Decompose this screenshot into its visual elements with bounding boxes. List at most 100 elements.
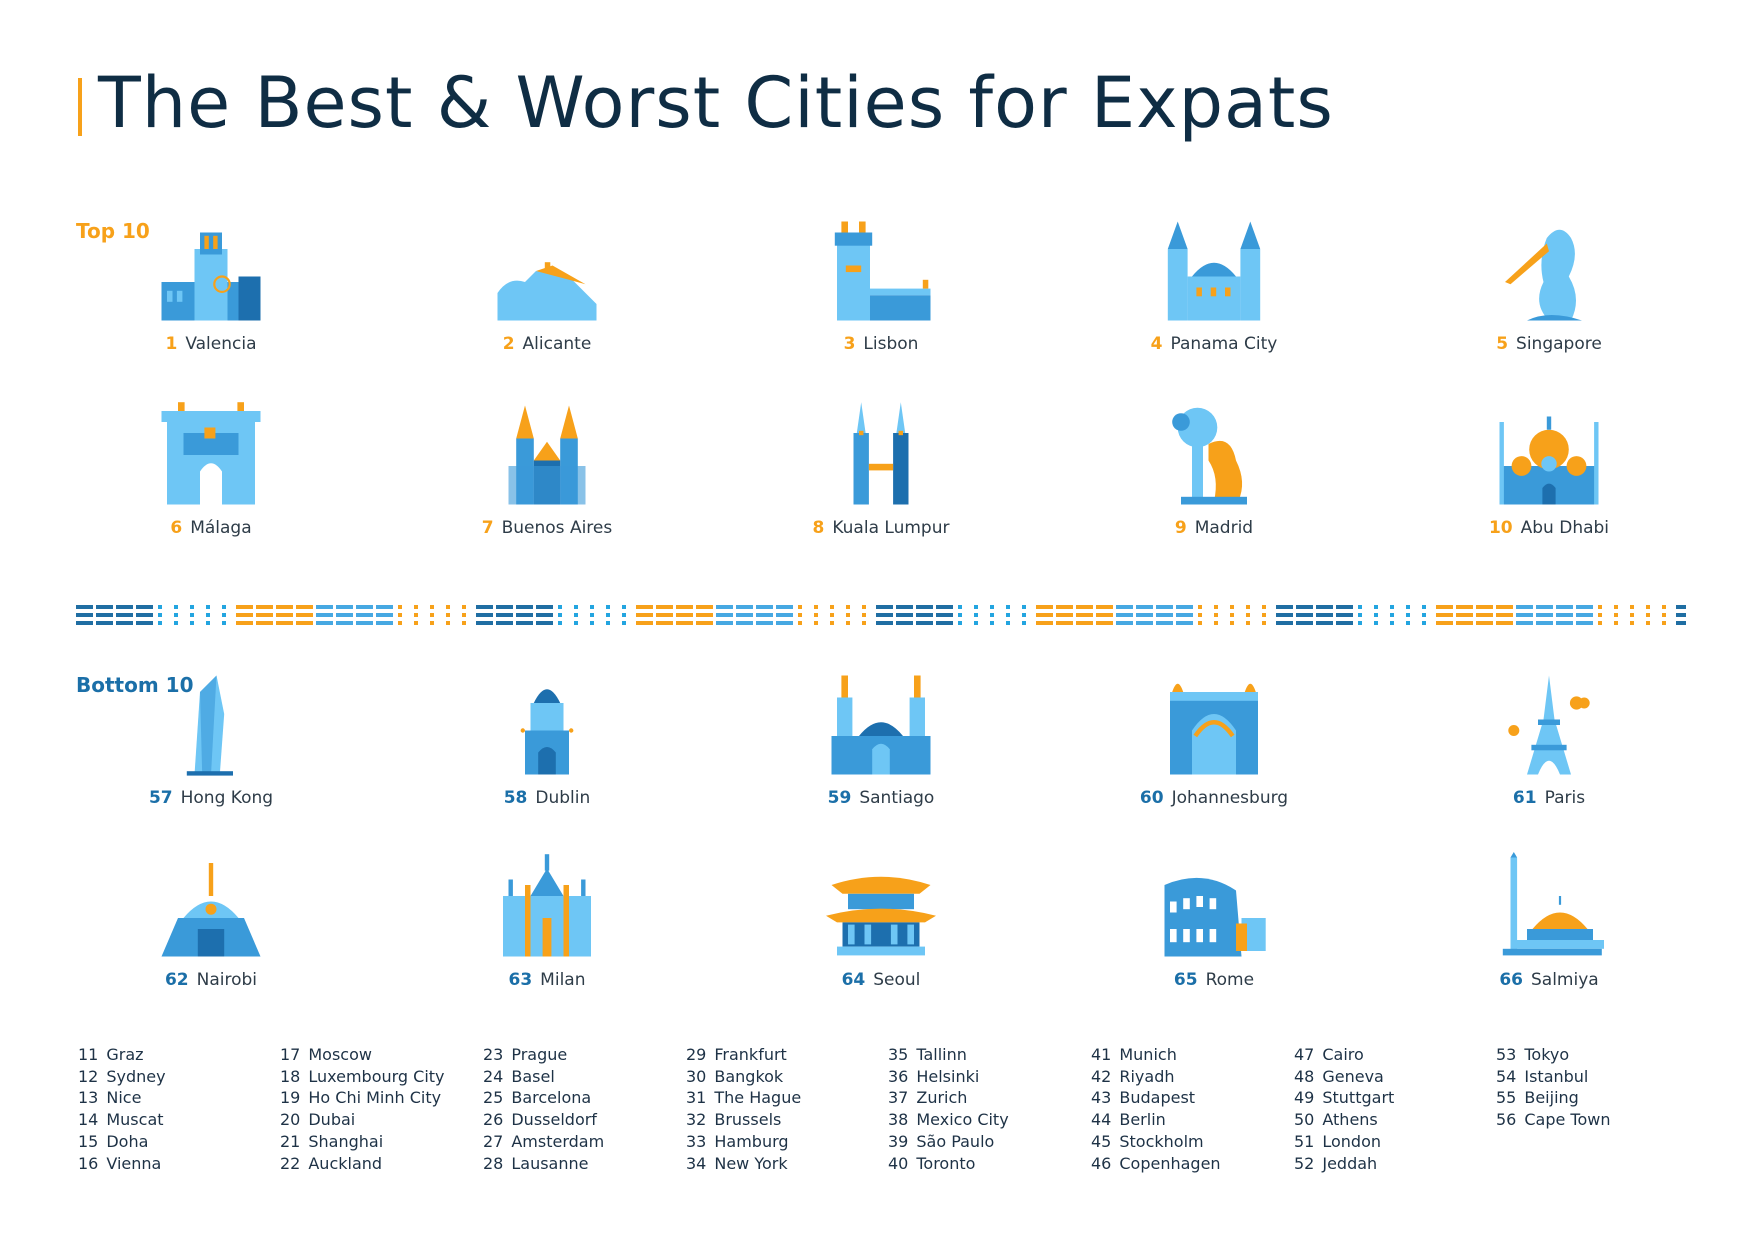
divider-dot [446, 605, 450, 609]
divider-dash [776, 613, 793, 617]
divider-dash [676, 613, 693, 617]
divider-dot [974, 621, 978, 625]
city-label: 9 Madrid [1084, 518, 1344, 538]
city-rank: 9 [1174, 518, 1187, 538]
city-label: 1 Valencia [81, 334, 341, 354]
divider-dash [1316, 613, 1333, 617]
city-card: 8 Kuala Lumpur [751, 400, 1011, 538]
city-name: Panama City [1170, 334, 1278, 354]
ranking-city: Sydney [106, 1066, 166, 1086]
ranking-item: 39 São Paulo [888, 1131, 1009, 1153]
ranking-city: Nice [106, 1088, 142, 1108]
petronas-towers-icon [853, 402, 909, 505]
ranking-number: 34 [686, 1153, 707, 1173]
grand-mosque-icon [1499, 416, 1599, 505]
city-rank: 6 [170, 518, 183, 538]
divider-dot [1246, 605, 1250, 609]
divider-dash [296, 605, 313, 609]
ranking-item: 50 Athens [1294, 1109, 1394, 1131]
ranking-item: 45 Stockholm [1091, 1131, 1221, 1153]
divider-dot [222, 621, 226, 625]
divider-dash [1456, 621, 1473, 625]
divider-dot [1358, 605, 1362, 609]
city-card: 3 Lisbon [751, 216, 1011, 354]
divider-dash [496, 605, 513, 609]
city-card: 4 Panama City [1084, 216, 1344, 354]
divider-dot [830, 613, 834, 617]
divider-dot [1598, 613, 1602, 617]
ranking-item: 17 Moscow [280, 1044, 445, 1066]
divider-dot [798, 613, 802, 617]
city-card: 60 Johannesburg [1084, 670, 1344, 808]
divider-dash [776, 621, 793, 625]
divider-dash [1516, 613, 1533, 617]
divider-dash [1176, 605, 1193, 609]
ranking-item: 38 Mexico City [888, 1109, 1009, 1131]
divider-dash [1276, 613, 1293, 617]
ranking-number: 50 [1294, 1110, 1315, 1130]
ranking-item: 53 Tokyo [1496, 1044, 1611, 1066]
divider-dot [1022, 621, 1026, 625]
divider-dash [116, 613, 133, 617]
ranking-city: Vienna [106, 1153, 162, 1173]
valencia-cathedral-icon [161, 232, 261, 321]
city-name: Madrid [1194, 518, 1254, 538]
belem-tower-icon [834, 221, 931, 321]
divider-dot [1630, 621, 1634, 625]
divider-dot [222, 613, 226, 617]
divider-dash [1676, 605, 1686, 609]
divider-dash [1036, 605, 1053, 609]
city-rank: 63 [508, 970, 533, 990]
johannesburg-arch-icon [1170, 683, 1258, 775]
city-rank: 58 [503, 788, 528, 808]
city-label: 63 Milan [417, 970, 677, 990]
divider-dot [846, 613, 850, 617]
city-name: Valencia [185, 334, 257, 354]
santiago-cathedral-icon [831, 675, 931, 775]
ranking-city: Hamburg [714, 1131, 789, 1151]
city-label: 65 Rome [1084, 970, 1344, 990]
divider-dash [916, 621, 933, 625]
eiffel-tower-icon [1508, 675, 1590, 775]
divider-dot [1230, 621, 1234, 625]
divider-dash [1276, 605, 1293, 609]
divider-dot [158, 613, 162, 617]
divider-dot [846, 621, 850, 625]
city-name: Seoul [873, 970, 921, 990]
divider-dash [276, 605, 293, 609]
ranking-city: Tokyo [1524, 1045, 1570, 1064]
city-label: 4 Panama City [1084, 334, 1344, 354]
ranking-city: Tallinn [916, 1045, 967, 1064]
buenos-aires-cathedral-icon [508, 405, 586, 505]
section-divider [76, 605, 1686, 625]
ranking-city: Toronto [916, 1153, 976, 1173]
divider-dot [1214, 613, 1218, 617]
divider-dot [462, 605, 466, 609]
divider-dot [862, 613, 866, 617]
divider-dot [1230, 613, 1234, 617]
divider-dash [716, 621, 733, 625]
divider-dash [336, 605, 353, 609]
divider-dash [1496, 613, 1513, 617]
city-card: 10 Abu Dhabi [1419, 400, 1679, 538]
divider-dash [1156, 605, 1173, 609]
divider-dot [1374, 621, 1378, 625]
malaga-fortress-icon [161, 402, 261, 505]
divider-dot [1198, 605, 1202, 609]
divider-dash [1556, 613, 1573, 617]
divider-dash [1156, 613, 1173, 617]
divider-dot [798, 621, 802, 625]
ranking-number: 26 [483, 1110, 504, 1130]
divider-dash [1076, 605, 1093, 609]
ranking-number: 29 [686, 1045, 707, 1064]
ranking-city: Auckland [308, 1153, 383, 1173]
pagoda-icon [826, 876, 936, 956]
divider-dash [336, 613, 353, 617]
divider-dash [1096, 621, 1113, 625]
divider-dash [476, 605, 493, 609]
divider-dot [1422, 605, 1426, 609]
ranking-item: 47 Cairo [1294, 1044, 1394, 1066]
ranking-number: 40 [888, 1153, 909, 1173]
divider-dot [1406, 621, 1410, 625]
city-label: 10 Abu Dhabi [1419, 518, 1679, 538]
